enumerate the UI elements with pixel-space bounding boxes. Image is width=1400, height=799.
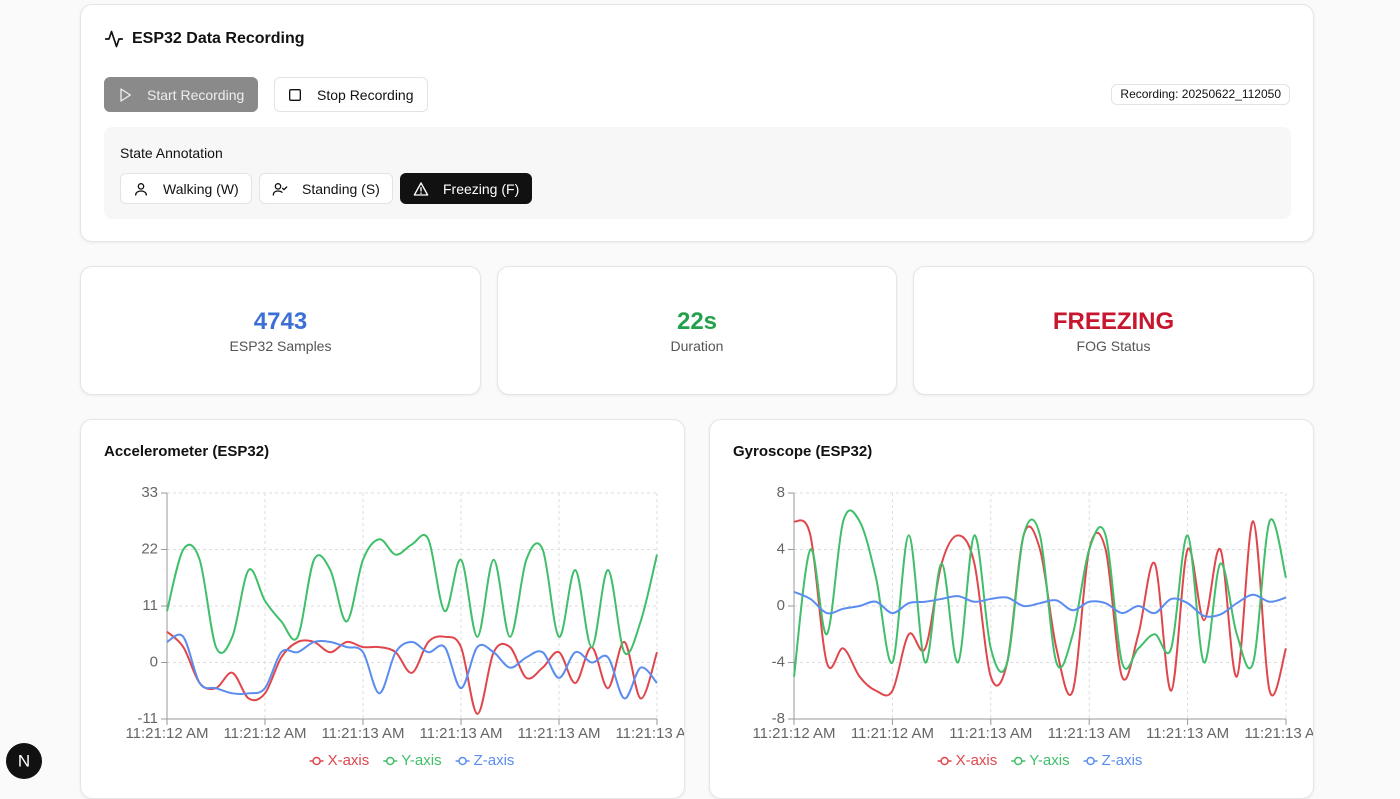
freezing-label: Freezing (F) [443, 180, 520, 197]
stat-card: FREEZING FOG Status [913, 266, 1314, 395]
chart-title: Accelerometer (ESP32) [104, 443, 269, 460]
stat-label: Duration [670, 337, 724, 354]
series-line [166, 533, 658, 656]
series-line [793, 509, 1287, 677]
legend-label: X-axis [956, 752, 998, 769]
legend-label: Y-axis [401, 752, 441, 769]
x-tick-label: 11:21:13 AM [321, 725, 404, 742]
activity-icon [104, 30, 124, 48]
standing-button[interactable]: Standing (S) [259, 173, 393, 204]
stat-value: 22s [676, 307, 718, 335]
y-tick-label: -8 [772, 710, 785, 727]
user-check-icon [272, 182, 288, 196]
chart: Accelerometer (ESP32) -11 0 11 22 33 11:21:12 … [104, 443, 699, 769]
legend-swatch [312, 756, 321, 766]
annotation-title: State Annotation [120, 145, 223, 161]
legend-swatch [1014, 756, 1023, 766]
x-tick-label: 11:21:13 AM [1244, 725, 1313, 742]
legend-swatch [940, 756, 949, 766]
legend-label: Z-axis [474, 752, 515, 769]
series-line [166, 633, 658, 700]
standing-label: Standing (S) [302, 180, 380, 197]
freezing-button[interactable]: Freezing (F) [400, 173, 533, 204]
legend: X-axis Y-axis Z-axis [309, 752, 515, 769]
y-tick-label: -11 [137, 710, 158, 727]
y-tick-label: 33 [141, 484, 158, 501]
stat-label: ESP32 Samples [229, 337, 332, 354]
badge-circle [6, 743, 42, 779]
x-tick-label: 11:21:13 AM [1048, 725, 1131, 742]
x-tick-label: 11:21:13 AM [949, 725, 1032, 742]
annotation-panel: State Annotation Walking (W) Standing (S… [104, 127, 1291, 219]
user-icon [135, 182, 147, 196]
chart-card: Gyroscope (ESP32) -8 -4 0 4 8 11:21:12 AM 11:21… [709, 419, 1328, 799]
legend-label: X-axis [328, 752, 370, 769]
x-tick-label: 11:21:12 AM [223, 725, 306, 742]
stat-card: 4743 ESP32 Samples [80, 266, 481, 395]
x-tick-label: 11:21:12 AM [752, 725, 835, 742]
stat-card: 22s Duration [497, 266, 897, 395]
walking-label: Walking (W) [163, 180, 239, 197]
warning-icon [413, 181, 429, 196]
x-tick-label: 11:21:13 AM [517, 725, 600, 742]
series-line [793, 590, 1287, 618]
chart-title: Gyroscope (ESP32) [733, 443, 872, 460]
y-tick-label: 0 [150, 653, 158, 670]
walking-button[interactable]: Walking (W) [120, 173, 252, 204]
badge-letter: N [18, 751, 30, 770]
legend-swatch [1086, 756, 1095, 766]
y-tick-label: 8 [777, 484, 785, 501]
legend-swatch [386, 756, 395, 766]
x-tick-label: 11:21:13 AM [419, 725, 502, 742]
series-line [166, 630, 658, 715]
stat-label: FOG Status [1076, 337, 1151, 354]
y-tick-label: -4 [772, 653, 785, 670]
series-line [793, 519, 1287, 697]
play-icon [120, 87, 131, 102]
y-tick-label: 11 [142, 597, 158, 614]
legend: X-axis Y-axis Z-axis [937, 752, 1143, 769]
y-tick-label: 0 [777, 597, 785, 614]
recording-card: ESP32 Data Recording Start Recording Sto… [80, 4, 1314, 242]
chart: Gyroscope (ESP32) -8 -4 0 4 8 11:21:12 AM 11:21… [733, 443, 1328, 769]
y-tick-label: 4 [777, 540, 785, 557]
stop-label: Stop Recording [317, 86, 414, 103]
stop-icon [289, 88, 301, 101]
start-label: Start Recording [147, 86, 245, 103]
start-button[interactable]: Start Recording [104, 77, 258, 112]
stat-value: 4743 [253, 307, 308, 335]
x-tick-label: 11:21:13 AM [1146, 725, 1229, 742]
x-tick-label: 11:21:12 AM [125, 725, 208, 742]
legend-label: Z-axis [1102, 752, 1143, 769]
recording-badge: Recording: 20250622_112050 [1111, 84, 1290, 105]
legend-label: Y-axis [1029, 752, 1069, 769]
chart-card: Accelerometer (ESP32) -11 0 11 22 33 11:21:12 … [80, 419, 699, 799]
stop-button[interactable]: Stop Recording [274, 77, 428, 112]
y-tick-label: 22 [141, 540, 158, 557]
legend-swatch [458, 756, 467, 766]
dev-badge[interactable]: N [5, 742, 45, 782]
card-title: ESP32 Data Recording [132, 30, 305, 47]
stat-value: FREEZING [1052, 307, 1175, 335]
x-tick-label: 11:21:12 AM [851, 725, 934, 742]
x-tick-label: 11:21:13 AM [615, 725, 684, 742]
